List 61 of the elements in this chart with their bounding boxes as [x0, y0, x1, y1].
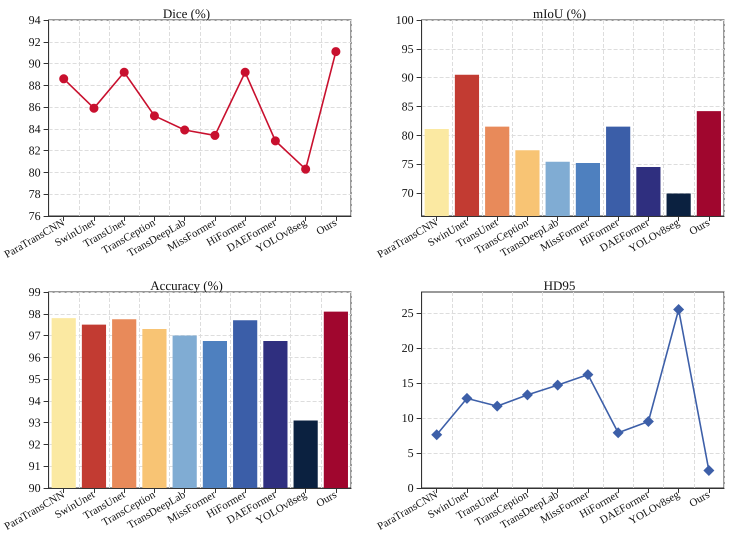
point	[270, 136, 280, 146]
y-tick-label: 91	[28, 459, 41, 474]
point	[612, 427, 624, 438]
x-tick-label: Ours	[314, 216, 339, 238]
point	[150, 111, 159, 120]
y-tick-label: 90	[28, 56, 41, 71]
point	[492, 400, 503, 412]
y-tick-label: 94	[28, 13, 41, 27]
point	[89, 104, 98, 113]
point	[522, 389, 533, 400]
point	[331, 47, 340, 56]
y-tick-label: 85	[402, 99, 414, 114]
chart-title: Dice (%)	[162, 6, 210, 21]
y-tick-label: 86	[28, 100, 41, 114]
point	[552, 380, 564, 391]
y-tick-label: 25	[402, 306, 414, 320]
y-tick-label: 99	[28, 285, 41, 299]
y-tick-label: 0	[408, 481, 414, 495]
y-tick-label: 15	[402, 376, 414, 390]
point	[582, 369, 594, 380]
x-tick-label: Ours	[687, 216, 712, 238]
point	[210, 130, 220, 140]
point	[240, 68, 250, 77]
y-tick-label: 100	[396, 13, 414, 27]
y-tick-label: 88	[28, 78, 41, 92]
y-tick-label: 93	[28, 416, 41, 430]
point	[120, 68, 129, 77]
y-tick-label: 80	[402, 128, 414, 142]
y-tick-label: 90	[28, 481, 41, 495]
point	[301, 164, 310, 174]
y-tick-label: 10	[402, 411, 414, 425]
y-tick-label: 94	[28, 394, 41, 408]
x-tick-label: Ours	[314, 488, 339, 510]
y-tick-label: 92	[28, 34, 41, 49]
y-tick-label: 96	[28, 350, 41, 364]
x-tick-label: Ours	[687, 488, 712, 510]
y-tick-label: 90	[402, 70, 414, 85]
chart-title: HD95	[544, 278, 576, 293]
y-tick-label: 95	[402, 42, 414, 56]
y-tick-label: 70	[402, 186, 414, 200]
y-tick-label: 84	[28, 122, 41, 136]
y-tick-label: 82	[28, 144, 41, 158]
y-tick-label: 76	[28, 209, 41, 223]
y-tick-label: 78	[28, 187, 41, 202]
chart-title: mIoU (%)	[532, 6, 586, 21]
point	[431, 429, 442, 440]
y-tick-label: 75	[402, 157, 414, 172]
point	[461, 392, 472, 404]
y-tick-label: 98	[28, 306, 41, 321]
y-tick-label: 92	[28, 437, 41, 452]
point	[180, 125, 190, 134]
point	[673, 304, 684, 315]
point	[642, 416, 654, 427]
y-tick-label: 80	[28, 165, 41, 180]
y-tick-label: 95	[28, 372, 41, 386]
y-tick-label: 97	[28, 328, 41, 343]
point	[59, 74, 68, 84]
y-tick-label: 5	[408, 446, 414, 460]
point	[703, 465, 714, 476]
chart-title: Accuracy (%)	[150, 278, 223, 293]
y-tick-label: 20	[402, 341, 414, 355]
